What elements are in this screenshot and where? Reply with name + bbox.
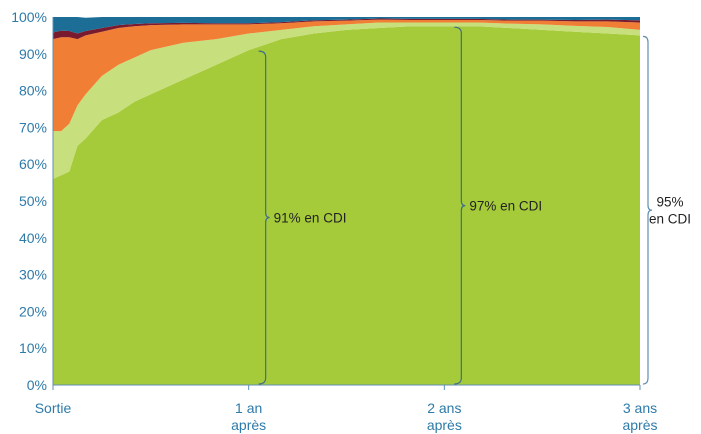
y-tick-label: 80%	[19, 83, 47, 99]
y-tick-label: 10%	[19, 340, 47, 356]
y-axis-tick-labels: 0% 10% 20% 30% 40% 50% 60% 70% 80% 90% 100%	[11, 9, 47, 393]
annotation-label: 95%	[656, 195, 683, 210]
annotation-label: en CDI	[649, 212, 691, 227]
area-series-3	[53, 19, 640, 132]
y-tick-label: 100%	[11, 9, 47, 25]
y-tick-label: 20%	[19, 303, 47, 319]
y-tick-label: 70%	[19, 119, 47, 135]
y-tick-label: 40%	[19, 230, 47, 246]
axis-layer	[52, 17, 640, 386]
x-tick-label: 3 ans	[623, 400, 657, 416]
y-tick-label: 90%	[19, 46, 47, 62]
x-tick-label: Sortie	[35, 400, 72, 416]
area-series-4	[53, 18, 640, 40]
area-layer	[53, 17, 640, 385]
brace-annotation	[454, 26, 466, 385]
x-tick-label: après	[427, 417, 462, 433]
area-series-1	[53, 26, 640, 385]
annotation-label: 91% en CDI	[274, 211, 347, 226]
y-tick-label: 60%	[19, 156, 47, 172]
area-series-5	[53, 17, 640, 34]
y-tick-label: 50%	[19, 193, 47, 209]
brace-annotation	[642, 35, 653, 385]
y-tick-label: 0%	[27, 377, 47, 393]
y-tick-label: 30%	[19, 267, 47, 283]
x-tick-label: après	[231, 417, 266, 433]
area-series-2	[53, 22, 640, 179]
x-tick-label: 2 ans	[427, 400, 461, 416]
x-tick-label: après	[622, 417, 657, 433]
annotation-label: 97% en CDI	[469, 199, 542, 214]
x-tick-label: 1 an	[235, 400, 262, 416]
annotation-layer: 91% en CDI 97% en CDI 95% en CDI	[258, 26, 691, 385]
